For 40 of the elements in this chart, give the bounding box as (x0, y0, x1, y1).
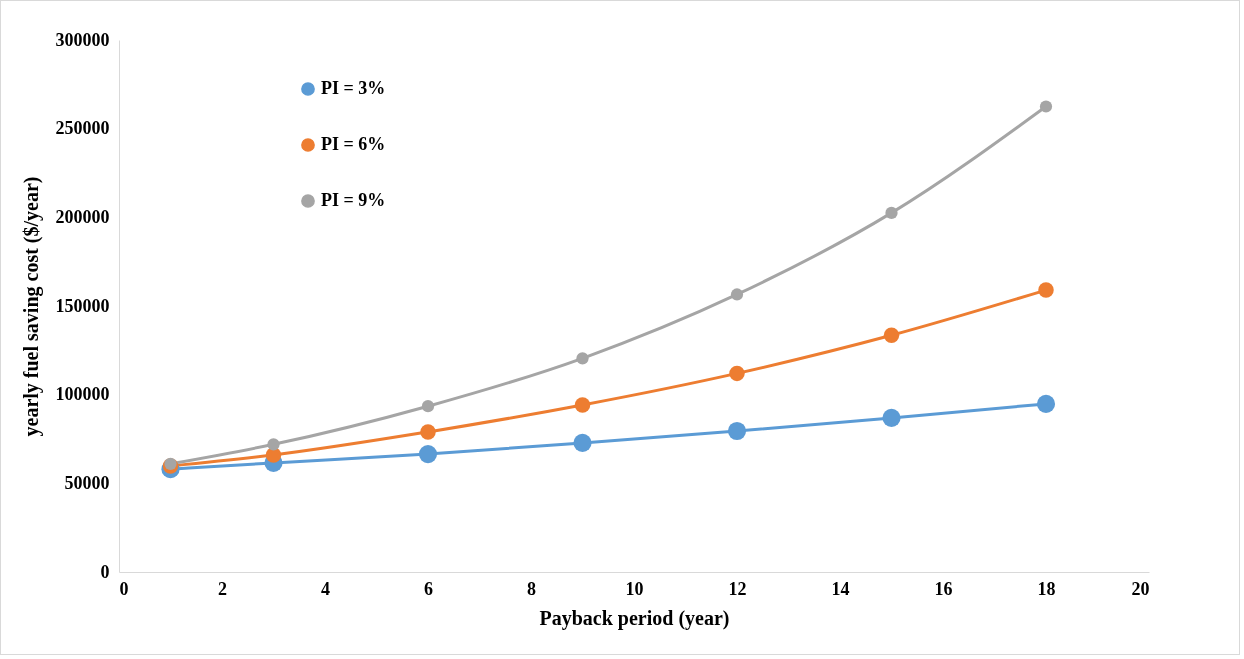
y-tick-label: 150000 (55, 295, 110, 316)
point (730, 288, 744, 301)
legend-label: PI = 6% (321, 134, 386, 154)
point (420, 424, 436, 440)
legend-label: PI = 3% (321, 78, 386, 98)
point (164, 457, 177, 470)
x-tick-label: 0 (119, 578, 129, 599)
point (1036, 394, 1056, 413)
x-tick-label: 4 (321, 578, 330, 599)
point (573, 433, 592, 452)
point (727, 421, 747, 441)
point (267, 438, 280, 451)
point (885, 206, 898, 220)
point (882, 408, 901, 427)
x-tick-label: 6 (424, 578, 433, 599)
point (576, 352, 589, 365)
point (883, 327, 900, 343)
x-tick-label: 16 (934, 578, 953, 599)
x-tick-label: 2 (218, 578, 227, 599)
y-tick-label: 200000 (55, 206, 110, 227)
x-tick-label: 20 (1131, 578, 1150, 599)
y-axis-title: yearly fuel saving cost ($/year) (19, 176, 43, 437)
y-tick-label: 50000 (64, 472, 110, 493)
x-tick-label: 10 (625, 578, 644, 599)
point (1038, 282, 1054, 298)
x-tick-label: 14 (831, 578, 850, 599)
legend-label: PI = 9% (321, 190, 386, 210)
point (421, 400, 435, 413)
x-tick-label: 12 (728, 578, 747, 599)
y-tick-label: 100000 (55, 384, 110, 405)
point (1039, 100, 1053, 113)
point (729, 365, 745, 382)
y-tick-label: 300000 (55, 29, 110, 50)
y-tick-label: 250000 (55, 118, 110, 139)
y-tick-label: 0 (100, 561, 110, 582)
point (418, 445, 438, 464)
point (574, 397, 591, 413)
x-tick-label: 18 (1037, 578, 1056, 599)
x-tick-label: 8 (527, 578, 536, 599)
x-axis-title: Payback period (year) (539, 606, 730, 630)
